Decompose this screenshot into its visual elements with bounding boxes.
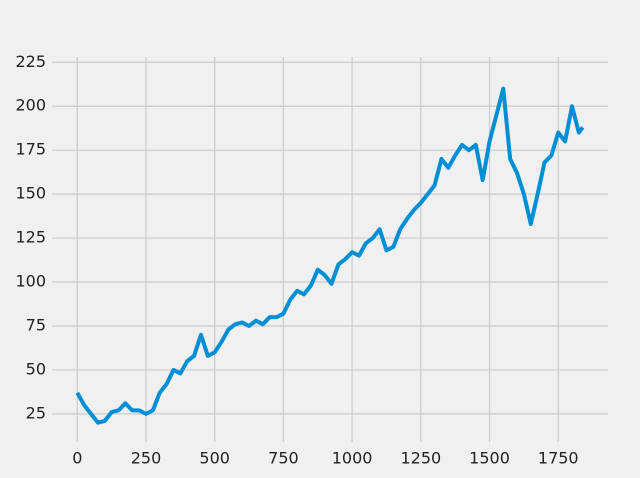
x-tick-label: 0 [72,449,82,468]
line [75,86,585,425]
x-tick-label: 1250 [400,449,441,468]
y-tick-label: 50 [26,359,46,378]
y-tick-label: 175 [15,140,46,159]
y-tick-label: 225 [15,52,46,71]
x-tick-label: 1750 [538,449,579,468]
x-tick-label: 1000 [332,449,373,468]
y-tick-label: 25 [26,403,46,422]
y-tick-label: 125 [15,228,46,247]
x-tick-label: 1500 [469,449,510,468]
x-tick-label: 750 [268,449,299,468]
y-tick-label: 150 [15,184,46,203]
x-tick-label: 250 [131,449,162,468]
x-tick-label: 500 [199,449,230,468]
y-tick-label: 100 [15,272,46,291]
y-tick-label: 200 [15,96,46,115]
y-tick-label: 75 [26,315,46,334]
